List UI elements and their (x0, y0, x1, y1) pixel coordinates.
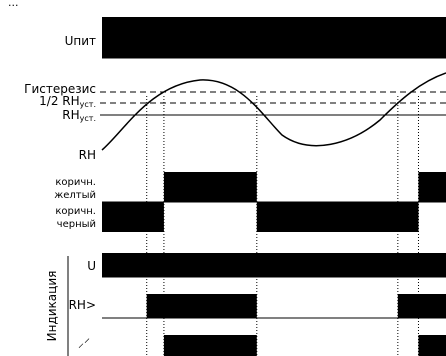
ind-relay-signal-high-1 (163, 335, 257, 356)
ind-rh-signal-high-1 (146, 294, 257, 318)
indication-label: Индикация (45, 271, 59, 342)
brown-yellow-label-line2: желтый (54, 190, 96, 201)
ind-relay-signal-high-2 (418, 335, 446, 356)
ind-rh-label: RH> (69, 298, 96, 312)
setpoint-main: RH (62, 108, 79, 122)
brown-yellow-label-line1: коричн. (55, 177, 96, 188)
brown-yellow-signal-high-2 (418, 172, 446, 202)
half-setpoint-label: 1/2 RHуст. (39, 94, 96, 109)
setpoint-sub: уст. (80, 114, 96, 123)
ind-relay-label: ⸝⸍ (78, 336, 90, 350)
ind-u-signal-high-1 (102, 253, 446, 277)
brown-black-signal-high-1 (102, 202, 164, 232)
brown-black-label-line1: коричн. (55, 206, 96, 217)
brown-black-signal-high-2 (256, 202, 419, 232)
signal-bars (102, 17, 446, 356)
humidity-curve (101, 72, 446, 151)
half-setpoint-sub: уст. (80, 100, 96, 109)
setpoint-label: RHуст. (62, 108, 96, 123)
supply-signal-high-1 (102, 17, 446, 58)
ind-rh-signal-high-2 (397, 294, 446, 318)
brown-yellow-signal-high-1 (163, 172, 257, 202)
ind-u-label: U (87, 259, 96, 273)
brown-black-label-line2: черный (57, 219, 96, 230)
supply-label: Uпит (65, 34, 96, 48)
top-label-fragment: ... (8, 0, 19, 9)
rh-label: RH (79, 148, 96, 162)
hysteresis-label: Гистерезис (24, 82, 96, 96)
half-setpoint-main: 1/2 RH (39, 94, 80, 108)
